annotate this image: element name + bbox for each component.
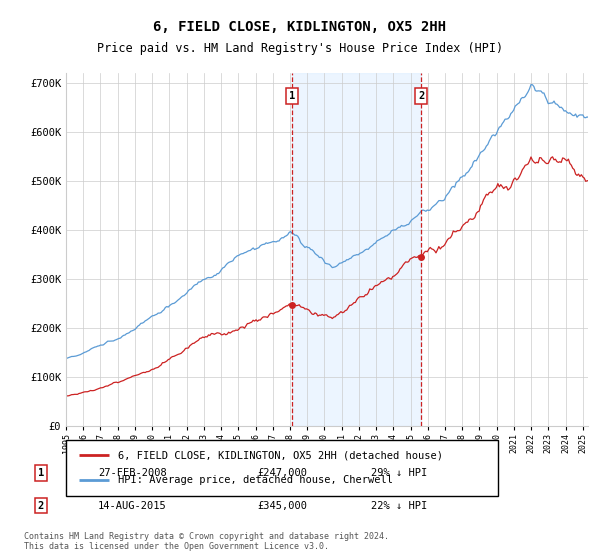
Text: HPI: Average price, detached house, Cherwell: HPI: Average price, detached house, Cher… xyxy=(118,475,393,485)
Text: 27-FEB-2008: 27-FEB-2008 xyxy=(98,468,167,478)
Text: 2: 2 xyxy=(38,501,44,511)
Text: 6, FIELD CLOSE, KIDLINGTON, OX5 2HH (detached house): 6, FIELD CLOSE, KIDLINGTON, OX5 2HH (det… xyxy=(118,450,443,460)
Text: 1: 1 xyxy=(289,91,295,101)
Text: 29% ↓ HPI: 29% ↓ HPI xyxy=(371,468,428,478)
Text: 6, FIELD CLOSE, KIDLINGTON, OX5 2HH: 6, FIELD CLOSE, KIDLINGTON, OX5 2HH xyxy=(154,20,446,34)
Text: 14-AUG-2015: 14-AUG-2015 xyxy=(98,501,167,511)
Text: £345,000: £345,000 xyxy=(257,501,307,511)
Text: Price paid vs. HM Land Registry's House Price Index (HPI): Price paid vs. HM Land Registry's House … xyxy=(97,42,503,55)
Text: 1: 1 xyxy=(38,468,44,478)
Bar xyxy=(292,73,421,426)
Text: 2: 2 xyxy=(418,91,424,101)
Text: £247,000: £247,000 xyxy=(257,468,307,478)
Text: Contains HM Land Registry data © Crown copyright and database right 2024.
This d: Contains HM Land Registry data © Crown c… xyxy=(24,532,389,552)
FancyBboxPatch shape xyxy=(66,440,498,496)
Text: 22% ↓ HPI: 22% ↓ HPI xyxy=(371,501,428,511)
